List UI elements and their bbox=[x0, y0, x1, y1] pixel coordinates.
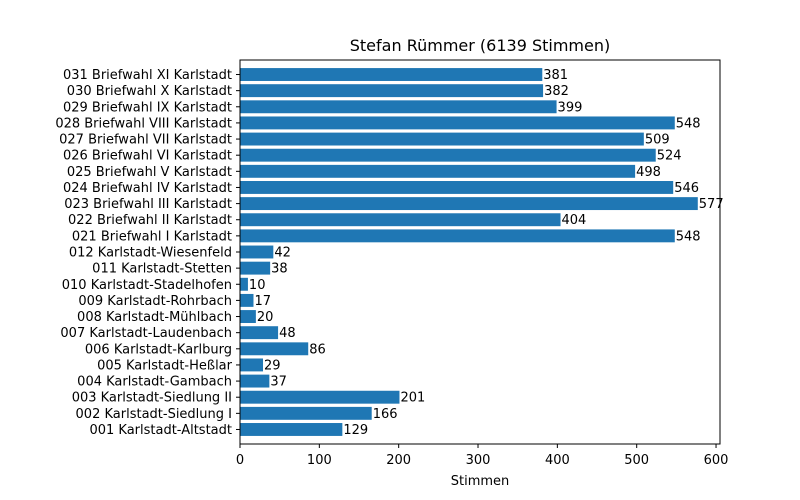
bar-value-label: 404 bbox=[562, 213, 587, 228]
bar-value-label: 548 bbox=[676, 116, 701, 131]
bar-5 bbox=[240, 358, 264, 372]
bar-11 bbox=[240, 261, 271, 275]
y-tick-label: 007 Karlstadt-Laudenbach bbox=[60, 326, 232, 341]
bar-value-label: 498 bbox=[636, 165, 661, 180]
bar-value-label: 20 bbox=[257, 310, 274, 325]
x-tick-label: 300 bbox=[466, 453, 491, 468]
chart-title: Stefan Rümmer (6139 Stimmen) bbox=[350, 36, 610, 55]
bar-3 bbox=[240, 390, 400, 404]
x-tick-label: 0 bbox=[236, 453, 244, 468]
bar-value-label: 509 bbox=[645, 133, 670, 148]
y-tick-label: 031 Briefwahl XI Karlstadt bbox=[63, 68, 232, 83]
bar-19 bbox=[240, 132, 644, 146]
bar-value-label: 381 bbox=[543, 68, 568, 83]
y-tick-label: 030 Briefwahl X Karlstadt bbox=[67, 84, 232, 99]
bar-value-label: 166 bbox=[373, 407, 398, 422]
bar-9 bbox=[240, 293, 254, 307]
bar-value-label: 524 bbox=[657, 149, 682, 164]
bar-13 bbox=[240, 229, 675, 243]
y-tick-label: 023 Briefwahl III Karlstadt bbox=[64, 197, 232, 212]
bar-value-label: 48 bbox=[279, 326, 296, 341]
x-tick-label: 600 bbox=[704, 453, 729, 468]
y-tick-label: 011 Karlstadt-Stetten bbox=[92, 262, 232, 277]
x-axis-label: Stimmen bbox=[451, 474, 510, 489]
x-tick-label: 500 bbox=[624, 453, 649, 468]
bar-4 bbox=[240, 374, 270, 388]
bar-value-label: 201 bbox=[400, 391, 425, 406]
y-tick-label: 002 Karlstadt-Siedlung I bbox=[76, 407, 232, 422]
bar-8 bbox=[240, 310, 256, 323]
x-tick-label: 200 bbox=[386, 453, 411, 468]
y-tick-label: 022 Briefwahl II Karlstadt bbox=[68, 213, 232, 228]
bar-23 bbox=[240, 68, 543, 81]
bar-17 bbox=[240, 164, 636, 178]
y-tick-label: 005 Karlstadt-Heßlar bbox=[97, 358, 233, 373]
y-tick-label: 025 Briefwahl V Karlstadt bbox=[67, 165, 232, 180]
y-tick-label: 010 Karlstadt-Stadelhofen bbox=[62, 278, 232, 293]
bar-22 bbox=[240, 84, 544, 98]
bar-value-label: 129 bbox=[343, 423, 368, 438]
y-tick-label: 012 Karlstadt-Wiesenfeld bbox=[69, 246, 232, 261]
y-tick-label: 008 Karlstadt-Mühlbach bbox=[77, 310, 232, 325]
bar-value-label: 548 bbox=[676, 229, 701, 244]
bar-value-label: 29 bbox=[264, 358, 281, 373]
y-tick-label: 024 Briefwahl IV Karlstadt bbox=[63, 181, 232, 196]
bar-14 bbox=[240, 213, 561, 227]
bar-2 bbox=[240, 406, 372, 420]
bar-21 bbox=[240, 100, 557, 114]
bar-value-label: 10 bbox=[249, 278, 266, 293]
y-tick-label: 027 Briefwahl VII Karlstadt bbox=[59, 133, 232, 148]
plot-frame bbox=[239, 59, 721, 445]
y-tick-label: 009 Karlstadt-Rohrbach bbox=[78, 294, 232, 309]
y-tick-label: 006 Karlstadt-Karlburg bbox=[85, 342, 232, 357]
y-tick-label: 001 Karlstadt-Altstadt bbox=[89, 423, 232, 438]
y-tick-label: 021 Briefwahl I Karlstadt bbox=[72, 229, 232, 244]
y-tick-label: 003 Karlstadt-Siedlung II bbox=[72, 391, 232, 406]
bar-7 bbox=[240, 326, 279, 340]
bar-value-label: 382 bbox=[544, 84, 569, 99]
bar-16 bbox=[240, 181, 674, 194]
y-tick-label: 029 Briefwahl IX Karlstadt bbox=[63, 100, 232, 115]
bar-value-label: 577 bbox=[699, 197, 724, 212]
bar-15 bbox=[240, 197, 698, 211]
y-tick-label: 028 Briefwahl VIII Karlstadt bbox=[55, 116, 232, 131]
bar-18 bbox=[240, 148, 656, 162]
bar-12 bbox=[240, 245, 274, 259]
bar-10 bbox=[240, 277, 248, 291]
bar-1 bbox=[240, 423, 343, 436]
bar-value-label: 546 bbox=[674, 181, 699, 196]
bar-20 bbox=[240, 116, 675, 130]
bar-value-label: 37 bbox=[270, 375, 287, 390]
y-tick-label: 026 Briefwahl VI Karlstadt bbox=[63, 149, 232, 164]
x-tick-label: 100 bbox=[307, 453, 332, 468]
bar-6 bbox=[240, 342, 309, 356]
x-tick-label: 400 bbox=[545, 453, 570, 468]
bar-value-label: 42 bbox=[274, 246, 291, 261]
bar-value-label: 38 bbox=[271, 262, 288, 277]
bar-value-label: 399 bbox=[558, 100, 583, 115]
bar-value-label: 17 bbox=[254, 294, 271, 309]
bar-value-label: 86 bbox=[309, 342, 326, 357]
y-tick-label: 004 Karlstadt-Gambach bbox=[77, 375, 232, 390]
